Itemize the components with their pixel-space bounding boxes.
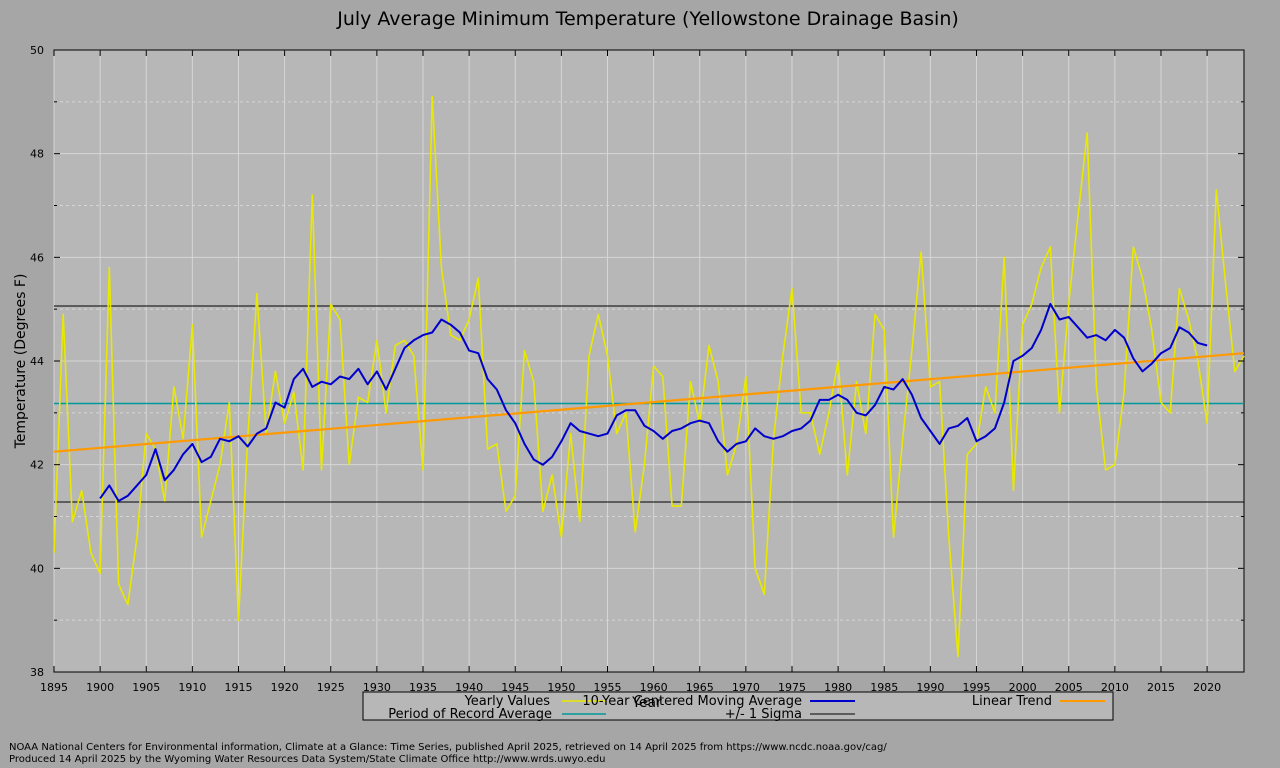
legend: Yearly Values 10-Year Centered Moving Av…	[362, 691, 1114, 722]
x-tick-label: 1905	[132, 681, 160, 694]
y-tick-label: 50	[30, 44, 44, 57]
legend-label-yearly: Yearly Values	[464, 694, 551, 709]
yearly-values-line	[53, 95, 1245, 658]
x-tick-label: 1940	[455, 681, 483, 694]
x-tick-label: 1915	[224, 681, 252, 694]
x-tick-label: 1945	[501, 681, 529, 694]
grid	[53, 50, 1244, 672]
axis-ticks	[53, 49, 1244, 673]
x-tick-label: 1900	[86, 681, 114, 694]
chart-title: July Average Minimum Temperature (Yellow…	[337, 8, 959, 30]
linear-trend-line	[53, 352, 1245, 453]
yearly-values-group	[53, 95, 1245, 658]
footer-source: NOAA National Centers for Environmental …	[9, 742, 887, 753]
x-tick-labels: 1895 1900 1905 1910 1915 1920 1925 1930 1935 1940…	[40, 681, 1221, 694]
x-tick-label: 1990	[916, 681, 944, 694]
x-tick-label: 2000	[1009, 681, 1037, 694]
moving-average-line	[99, 303, 1208, 502]
y-tick-label: 40	[30, 562, 44, 575]
x-tick-label: 1930	[363, 681, 391, 694]
y-tick-labels: 38 40 42 44 46 48 50	[30, 44, 44, 679]
moving-average-group	[99, 303, 1208, 502]
legend-box	[362, 691, 1114, 721]
x-tick-label: 2010	[1101, 681, 1129, 694]
linear-trend-group	[53, 352, 1245, 453]
y-axis-label: Temperature (Degrees F)	[13, 274, 29, 450]
x-tick-label: 1895	[40, 681, 68, 694]
y-tick-label: 46	[30, 251, 44, 264]
x-tick-label: 1920	[271, 681, 299, 694]
y-tick-label: 48	[30, 148, 44, 161]
x-tick-label: 1925	[317, 681, 345, 694]
x-tick-label: 1975	[778, 681, 806, 694]
legend-label-period-average: Period of Record Average	[388, 707, 552, 722]
x-tick-label: 1970	[732, 681, 760, 694]
x-tick-label: 2005	[1055, 681, 1083, 694]
y-tick-label: 44	[30, 355, 44, 368]
x-tick-label: 2020	[1193, 681, 1221, 694]
x-tick-label: 1955	[593, 681, 621, 694]
x-tick-label: 1995	[962, 681, 990, 694]
x-tick-label: 1965	[686, 681, 714, 694]
x-tick-label: 1910	[178, 681, 206, 694]
legend-label-linear-trend: Linear Trend	[972, 694, 1052, 709]
x-tick-label: 1935	[409, 681, 437, 694]
x-tick-label: 1960	[640, 681, 668, 694]
x-tick-label: 2015	[1147, 681, 1175, 694]
y-tick-label: 42	[30, 459, 44, 472]
sigma-lines	[54, 305, 1244, 503]
x-tick-label: 1985	[870, 681, 898, 694]
legend-label-moving-average: 10-Year Centered Moving Average	[582, 694, 802, 709]
legend-label-sigma: +/- 1 Sigma	[725, 707, 802, 722]
footer-produced: Produced 14 April 2025 by the Wyoming Wa…	[9, 754, 606, 765]
x-axis-label: Year	[631, 695, 662, 711]
x-tick-label: 1950	[547, 681, 575, 694]
y-tick-label: 38	[30, 666, 44, 679]
x-tick-label: 1980	[824, 681, 852, 694]
